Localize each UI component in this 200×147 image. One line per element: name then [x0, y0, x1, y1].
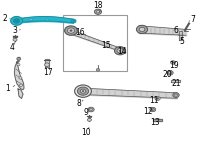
Circle shape: [75, 85, 91, 97]
Text: 16: 16: [75, 28, 85, 37]
Circle shape: [80, 89, 86, 93]
Circle shape: [136, 25, 148, 34]
Circle shape: [46, 19, 48, 21]
Text: 14: 14: [117, 47, 127, 56]
Circle shape: [171, 61, 175, 64]
Circle shape: [11, 16, 23, 25]
Circle shape: [90, 108, 92, 111]
Circle shape: [87, 118, 91, 121]
Circle shape: [155, 97, 160, 100]
Text: 20: 20: [162, 70, 172, 80]
Text: 4: 4: [10, 42, 14, 52]
Polygon shape: [153, 119, 162, 121]
Circle shape: [65, 26, 77, 35]
Circle shape: [77, 87, 89, 95]
Text: 2: 2: [3, 14, 7, 23]
Circle shape: [19, 84, 23, 86]
Text: 21: 21: [171, 79, 181, 88]
Circle shape: [70, 30, 72, 31]
Polygon shape: [179, 31, 182, 40]
Polygon shape: [45, 59, 49, 67]
Text: 17: 17: [43, 67, 53, 77]
Circle shape: [96, 69, 100, 71]
Circle shape: [119, 50, 121, 51]
Text: 8: 8: [77, 99, 81, 108]
Circle shape: [96, 11, 100, 13]
Circle shape: [17, 57, 21, 60]
Polygon shape: [171, 80, 180, 82]
Text: 1: 1: [6, 84, 10, 93]
Circle shape: [94, 9, 102, 14]
Circle shape: [168, 72, 172, 74]
Circle shape: [167, 70, 173, 75]
Text: 19: 19: [169, 61, 179, 70]
Text: 11: 11: [149, 96, 159, 105]
Circle shape: [13, 19, 20, 23]
Circle shape: [173, 93, 179, 97]
Text: 3: 3: [13, 26, 17, 35]
Text: 7: 7: [191, 15, 195, 24]
Circle shape: [71, 19, 76, 23]
Circle shape: [114, 47, 126, 55]
Circle shape: [157, 98, 159, 99]
Bar: [63, 15, 127, 71]
Circle shape: [13, 38, 17, 41]
Text: 13: 13: [150, 118, 160, 127]
Circle shape: [117, 49, 123, 53]
Circle shape: [29, 18, 33, 21]
Circle shape: [19, 77, 22, 79]
Text: 9: 9: [84, 108, 88, 117]
Text: 12: 12: [143, 107, 153, 116]
Text: 10: 10: [81, 128, 91, 137]
Text: 15: 15: [101, 41, 111, 50]
Circle shape: [172, 62, 174, 63]
Circle shape: [73, 20, 75, 22]
Circle shape: [45, 63, 49, 66]
Text: 5: 5: [180, 37, 184, 46]
Circle shape: [175, 94, 177, 96]
Circle shape: [150, 107, 156, 112]
Polygon shape: [18, 57, 20, 62]
Circle shape: [17, 64, 20, 66]
Text: 18: 18: [93, 1, 103, 10]
Text: 6: 6: [174, 26, 178, 35]
Polygon shape: [18, 89, 23, 98]
Circle shape: [151, 108, 154, 111]
Circle shape: [88, 107, 94, 112]
Circle shape: [67, 28, 75, 33]
Circle shape: [82, 90, 84, 92]
Polygon shape: [14, 62, 24, 90]
Circle shape: [139, 27, 145, 31]
